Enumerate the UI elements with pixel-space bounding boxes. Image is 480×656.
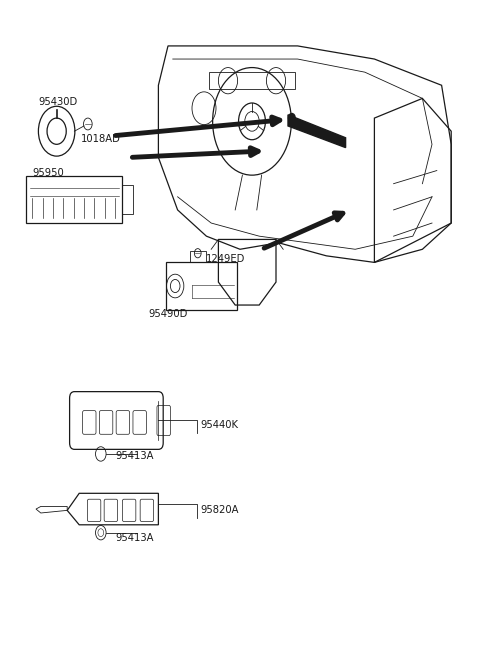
Text: 1018AD: 1018AD	[81, 134, 120, 144]
Text: 95950: 95950	[33, 167, 64, 178]
Text: 95413A: 95413A	[115, 451, 154, 461]
Polygon shape	[288, 115, 346, 148]
Text: 95430D: 95430D	[38, 97, 78, 108]
Text: 95820A: 95820A	[201, 505, 239, 516]
Text: 95490D: 95490D	[149, 308, 188, 319]
Text: 95440K: 95440K	[201, 420, 239, 430]
Text: 95413A: 95413A	[115, 533, 154, 543]
Text: 1249ED: 1249ED	[205, 254, 245, 264]
Circle shape	[288, 113, 295, 123]
